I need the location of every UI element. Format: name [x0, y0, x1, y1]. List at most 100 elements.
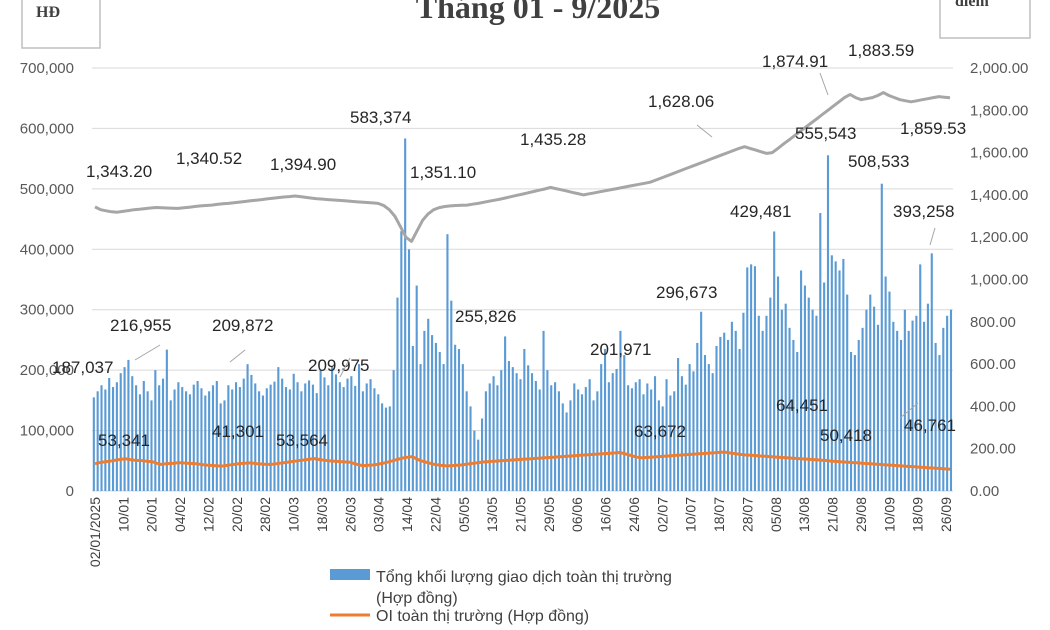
volume-bar — [734, 330, 737, 491]
volume-bar — [404, 138, 407, 492]
volume-bar — [588, 379, 591, 491]
volume-bar — [554, 382, 557, 491]
left-tick-label: 400,000 — [20, 241, 74, 258]
volume-bar — [600, 364, 603, 491]
volume-bar — [730, 321, 733, 491]
volume-bar — [250, 374, 253, 491]
data-labels: 187,037 216,955 209,872 209,975 583,374 255,8… — [52, 41, 966, 450]
volume-bar — [261, 395, 265, 491]
volume-bar — [415, 285, 418, 491]
volume-bar — [692, 371, 695, 491]
volume-bar — [880, 183, 883, 491]
volume-bar — [381, 403, 384, 491]
x-tick-label: 10/01 — [115, 497, 131, 532]
volume-bar — [465, 391, 468, 491]
bar-data-label: 255,826 — [455, 307, 516, 326]
volume-bar — [234, 382, 238, 491]
volume-bar — [530, 373, 534, 491]
legend-label-volume-line2: (Hợp đồng) — [376, 590, 458, 607]
volume-bar — [938, 355, 941, 491]
volume-bar — [680, 376, 683, 491]
volume-bar — [342, 387, 345, 491]
volume-bar — [942, 327, 945, 491]
volume-bar — [753, 266, 757, 491]
volume-bar — [504, 336, 507, 491]
volume-bar — [319, 370, 322, 491]
volume-bar — [346, 378, 349, 491]
volume-bar — [546, 370, 549, 491]
index-data-label: 1,859.53 — [900, 119, 966, 138]
bar-data-label: 209,872 — [212, 316, 273, 335]
volume-bar — [830, 255, 833, 491]
volume-bar — [388, 406, 391, 491]
legend-label-volume-line1: Tổng khối lượng giao dịch toàn thị trườn… — [376, 568, 672, 586]
x-tick-label: 13/05 — [484, 497, 500, 532]
volume-bar — [557, 391, 560, 491]
right-tick-label: 600.00 — [970, 356, 1016, 373]
volume-bar — [108, 377, 111, 491]
left-unit-label: HĐ — [36, 4, 60, 21]
volume-bar — [484, 391, 487, 491]
volume-bar — [161, 378, 165, 491]
right-tick-label: 1,000.00 — [970, 272, 1028, 289]
left-tick-label: 100,000 — [20, 423, 74, 440]
volume-bar — [615, 368, 618, 491]
volume-bar — [158, 385, 161, 491]
oi-data-label: 41,301 — [212, 422, 264, 441]
volume-bar — [677, 358, 680, 491]
volume-bar — [569, 400, 572, 491]
x-tick-label: 28/07 — [739, 497, 755, 532]
left-tick-label: 300,000 — [20, 302, 74, 319]
volume-bar — [427, 318, 430, 491]
volume-bar — [584, 387, 587, 491]
volume-bar — [357, 364, 361, 491]
volume-bar — [527, 365, 530, 491]
volume-bar — [934, 342, 937, 491]
volume-bar — [926, 303, 929, 491]
oi-line — [94, 450, 951, 471]
x-tick-label: 14/04 — [399, 497, 415, 532]
volume-bar — [350, 376, 353, 491]
volume-bar — [192, 384, 195, 491]
x-tick-label: 26/09 — [938, 497, 954, 532]
x-tick-label: 24/06 — [626, 497, 642, 532]
volume-bar — [246, 364, 249, 491]
volume-bar — [853, 355, 856, 491]
volume-bar — [488, 383, 491, 491]
volume-bar — [919, 264, 922, 491]
volume-bar — [96, 391, 99, 491]
volume-bar — [407, 249, 411, 491]
volume-bar — [138, 394, 142, 491]
volume-bar — [807, 297, 810, 491]
volume-bar — [131, 376, 134, 491]
volume-bar — [208, 391, 211, 491]
volume-bar — [911, 320, 914, 491]
bar-data-label: 508,533 — [848, 152, 909, 171]
oi-data-label: 53,564 — [276, 431, 328, 450]
volume-bar — [673, 391, 676, 491]
right-tick-label: 1,800.00 — [970, 102, 1028, 119]
x-tick-label: 26/03 — [342, 497, 358, 532]
volume-bar — [765, 315, 768, 491]
x-tick-label: 05/08 — [768, 497, 784, 532]
volume-bar — [242, 378, 245, 491]
bar-data-label: 201,971 — [590, 340, 651, 359]
volume-bar — [915, 315, 918, 491]
volume-bar — [946, 315, 949, 491]
volume-bar — [811, 309, 814, 491]
volume-bar — [780, 309, 783, 491]
left-tick-label: 200,000 — [20, 362, 74, 379]
oi-data-label: 53,341 — [98, 431, 150, 450]
volume-bar — [173, 389, 176, 491]
volume-bar — [92, 397, 95, 491]
volume-bar — [538, 389, 541, 491]
volume-bar — [669, 395, 672, 491]
volume-bar — [826, 155, 830, 491]
volume-bar — [657, 400, 660, 491]
right-tick-label: 800.00 — [970, 314, 1016, 331]
volume-bar — [792, 339, 795, 491]
right-axis: 0.00 200.00 400.00 600.00 800.00 1,000.00 1,20… — [970, 60, 1028, 500]
volume-bar — [511, 367, 514, 491]
volume-bar — [273, 381, 276, 491]
